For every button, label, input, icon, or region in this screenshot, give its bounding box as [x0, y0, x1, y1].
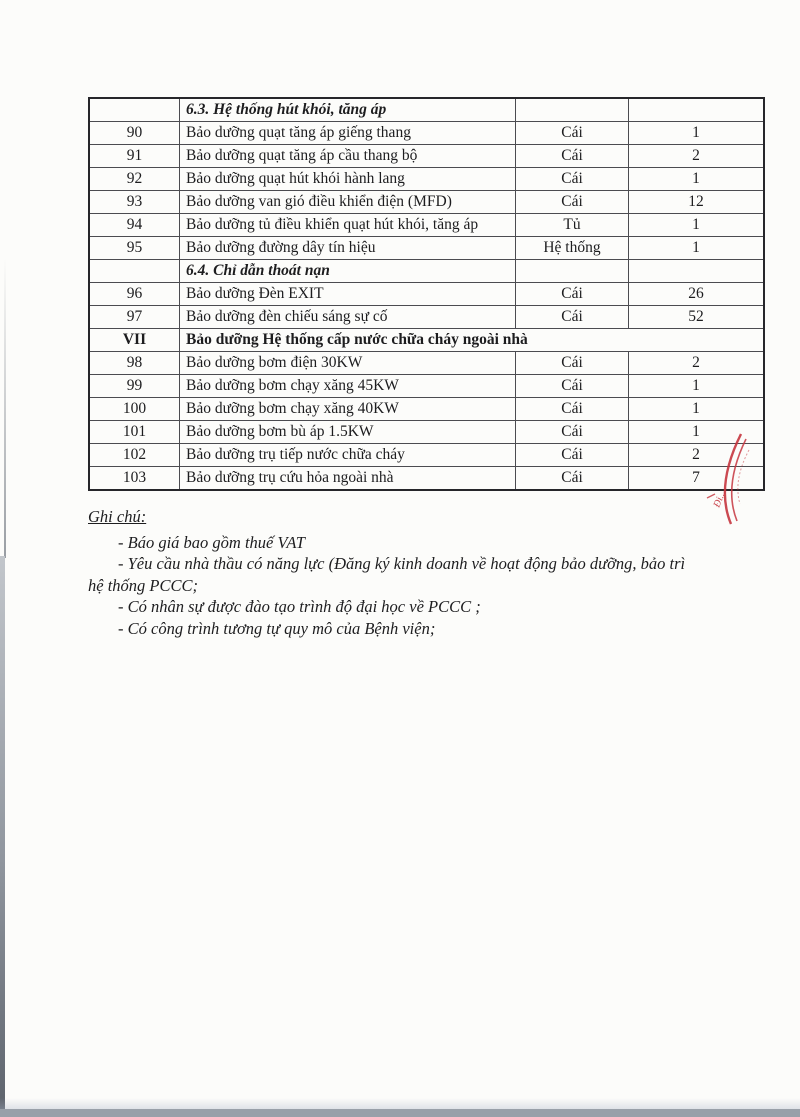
table-row: 92 Bảo dưỡng quạt hút khói hành lang Cái… [88, 167, 765, 191]
table-row: 101 Bảo dưỡng bơm bù áp 1.5KW Cái 1 [88, 420, 765, 444]
cell-no: 101 [88, 420, 180, 444]
cell-qty: 2 [628, 351, 765, 375]
cell-unit: Cái [515, 466, 629, 491]
cell-no: 97 [88, 305, 180, 329]
cell-no: 93 [88, 190, 180, 214]
note-line: - Có nhân sự được đào tạo trình độ đại h… [118, 597, 481, 616]
cell-no: VII [88, 328, 180, 352]
cell-qty: 2 [628, 443, 765, 467]
cell-unit: Cái [515, 144, 629, 168]
cell-qty: 52 [628, 305, 765, 329]
table-row: 102 Bảo dưỡng trụ tiếp nước chữa cháy Cá… [88, 443, 765, 467]
section-row: 6.3. Hệ thống hút khói, tăng áp [88, 97, 765, 122]
notes-block: Ghi chú: - Báo giá bao gồm thuế VAT - Yê… [88, 506, 688, 639]
cell-description: Bảo dưỡng tủ điều khiển quạt hút khói, t… [179, 213, 516, 237]
cell-no: 92 [88, 167, 180, 191]
table-row: 95 Bảo dưỡng đường dây tín hiệu Hệ thống… [88, 236, 765, 260]
note-line: - Yêu cầu nhà thầu có năng lực (Đăng ký … [88, 554, 686, 595]
cell-qty: 7 [628, 466, 765, 491]
cell-description: Bảo dưỡng quạt tăng áp giếng thang [179, 121, 516, 145]
cell-qty [628, 97, 765, 122]
cell-qty: 1 [628, 236, 765, 260]
scan-artifact-bottom-strip [0, 1109, 800, 1117]
cell-qty [628, 259, 765, 283]
cell-unit: Cái [515, 420, 629, 444]
cell-description: Bảo dưỡng quạt tăng áp cầu thang bộ [179, 144, 516, 168]
cell-no [88, 97, 180, 122]
chapter-row: VII Bảo dưỡng Hệ thống cấp nước chữa chá… [88, 328, 765, 352]
table-row: 99 Bảo dưỡng bơm chạy xăng 45KW Cái 1 [88, 374, 765, 398]
cell-description: Bảo dưỡng đường dây tín hiệu [179, 236, 516, 260]
notes-heading: Ghi chú: [88, 507, 147, 526]
table-row: 94 Bảo dưỡng tủ điều khiển quạt hút khói… [88, 213, 765, 237]
scan-artifact-left-line [4, 258, 6, 558]
cell-no [88, 259, 180, 283]
table-row: 96 Bảo dưỡng Đèn EXIT Cái 26 [88, 282, 765, 306]
table-row: 91 Bảo dưỡng quạt tăng áp cầu thang bộ C… [88, 144, 765, 168]
cell-description: Bảo dưỡng bơm bù áp 1.5KW [179, 420, 516, 444]
cell-description: Bảo dưỡng Đèn EXIT [179, 282, 516, 306]
cell-unit: Cái [515, 374, 629, 398]
cell-qty: 26 [628, 282, 765, 306]
cell-unit: Cái [515, 305, 629, 329]
cell-unit [515, 259, 629, 283]
table-row: 103 Bảo dưỡng trụ cứu hỏa ngoài nhà Cái … [88, 466, 765, 491]
cell-no: 91 [88, 144, 180, 168]
cell-unit: Hệ thống [515, 236, 629, 260]
cell-unit: Cái [515, 443, 629, 467]
cell-no: 94 [88, 213, 180, 237]
cell-qty: 1 [628, 121, 765, 145]
cell-description: Bảo dưỡng bơm chạy xăng 40KW [179, 397, 516, 421]
cell-no: 99 [88, 374, 180, 398]
cell-qty: 1 [628, 420, 765, 444]
cell-description: Bảo dưỡng trụ cứu hỏa ngoài nhà [179, 466, 516, 491]
cell-description: Bảo dưỡng trụ tiếp nước chữa cháy [179, 443, 516, 467]
scan-artifact-bottom-smudge [0, 1098, 800, 1109]
cell-qty: 12 [628, 190, 765, 214]
cell-description: Bảo dưỡng bơm điện 30KW [179, 351, 516, 375]
cell-unit [515, 97, 629, 122]
cell-description: 6.4. Chỉ dẫn thoát nạn [179, 259, 516, 283]
table-row: 97 Bảo dưỡng đèn chiếu sáng sự cố Cái 52 [88, 305, 765, 329]
section-row: 6.4. Chỉ dẫn thoát nạn [88, 259, 765, 283]
cell-unit: Tủ [515, 213, 629, 237]
cell-no: 102 [88, 443, 180, 467]
cell-unit: Cái [515, 167, 629, 191]
table-row: 93 Bảo dưỡng van gió điều khiển điện (MF… [88, 190, 765, 214]
cell-qty: 1 [628, 167, 765, 191]
cell-unit: Cái [515, 121, 629, 145]
cell-no: 100 [88, 397, 180, 421]
cell-unit: Cái [515, 351, 629, 375]
cell-no: 98 [88, 351, 180, 375]
cell-unit: Cái [515, 397, 629, 421]
note-line: - Có công trình tương tự quy mô của Bệnh… [118, 618, 436, 638]
maintenance-table: 6.3. Hệ thống hút khói, tăng áp 90 Bảo d… [88, 97, 765, 491]
table-row: 98 Bảo dưỡng bơm điện 30KW Cái 2 [88, 351, 765, 375]
cell-qty: 1 [628, 374, 765, 398]
cell-qty: 1 [628, 397, 765, 421]
cell-unit: Cái [515, 282, 629, 306]
cell-no: 90 [88, 121, 180, 145]
cell-description: Bảo dưỡng Hệ thống cấp nước chữa cháy ng… [179, 328, 765, 352]
cell-no: 103 [88, 466, 180, 491]
cell-qty: 2 [628, 144, 765, 168]
cell-qty: 1 [628, 213, 765, 237]
table-row: 90 Bảo dưỡng quạt tăng áp giếng thang Cá… [88, 121, 765, 145]
cell-unit: Cái [515, 190, 629, 214]
cell-no: 96 [88, 282, 180, 306]
cell-description: 6.3. Hệ thống hút khói, tăng áp [179, 97, 516, 122]
note-line: - Báo giá bao gồm thuế VAT [118, 532, 305, 552]
scan-artifact-left-strip [0, 556, 5, 1117]
cell-no: 95 [88, 236, 180, 260]
cell-description: Bảo dưỡng quạt hút khói hành lang [179, 167, 516, 191]
stamp-text: Đi... [711, 489, 728, 510]
cell-description: Bảo dưỡng bơm chạy xăng 45KW [179, 374, 516, 398]
cell-description: Bảo dưỡng đèn chiếu sáng sự cố [179, 305, 516, 329]
table-row: 100 Bảo dưỡng bơm chạy xăng 40KW Cái 1 [88, 397, 765, 421]
cell-description: Bảo dưỡng van gió điều khiển điện (MFD) [179, 190, 516, 214]
